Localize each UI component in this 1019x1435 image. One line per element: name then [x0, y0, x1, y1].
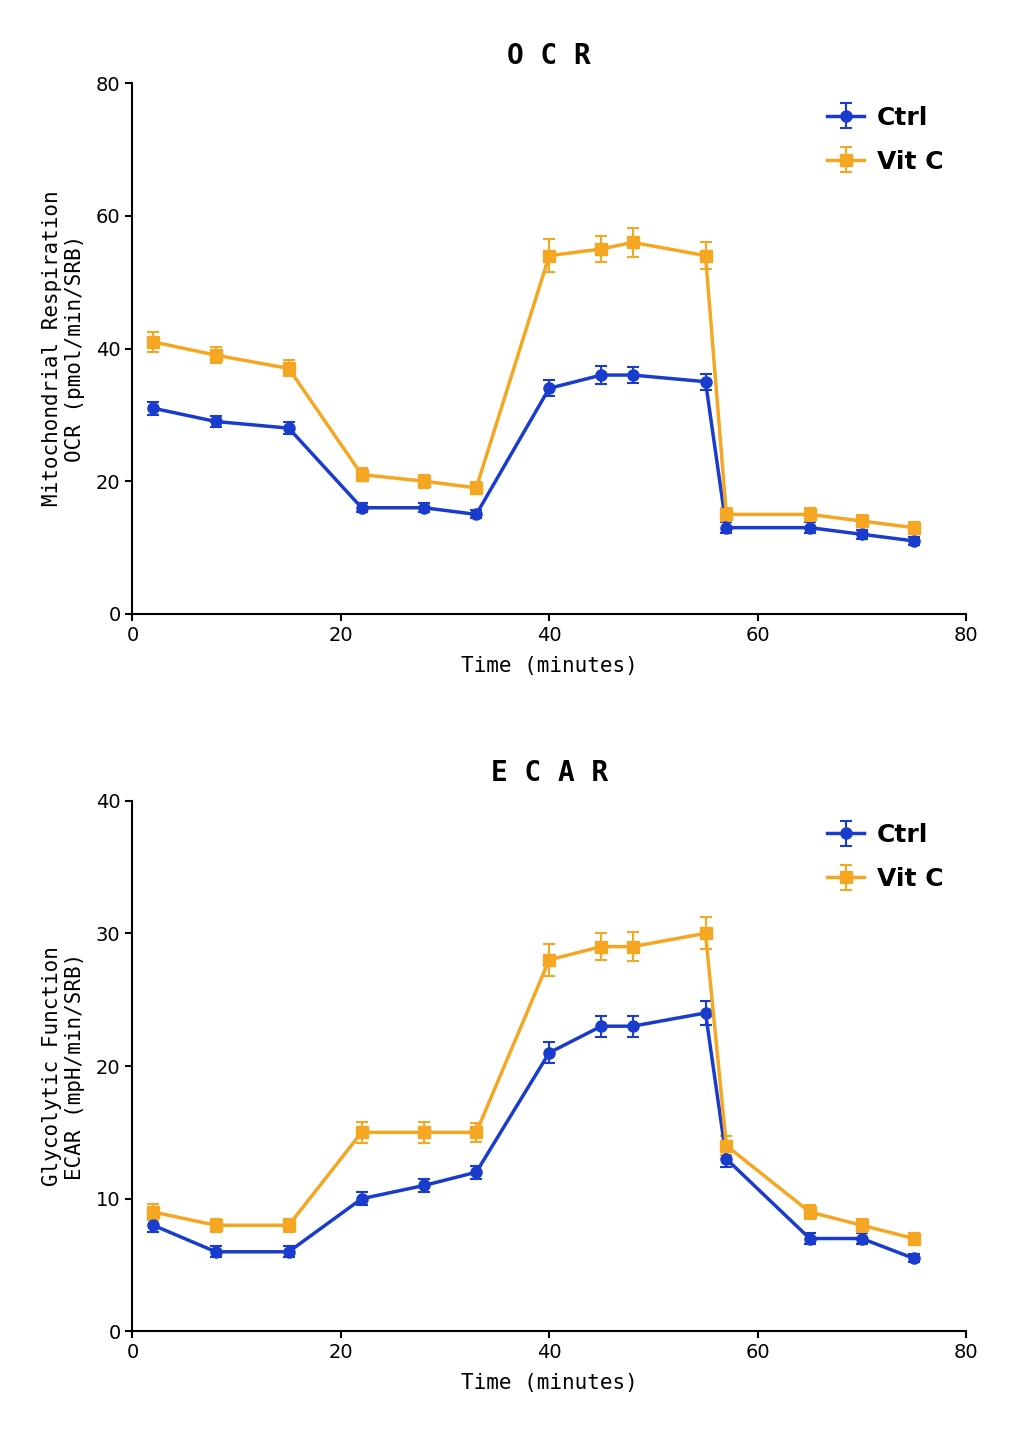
Legend: Ctrl, Vit C: Ctrl, Vit C [816, 814, 953, 901]
X-axis label: Time (minutes): Time (minutes) [461, 656, 637, 676]
Title: O C R: O C R [506, 42, 590, 70]
Title: E C A R: E C A R [490, 759, 607, 788]
Y-axis label: Glycolytic Function
ECAR (mpH/min/SRB): Glycolytic Function ECAR (mpH/min/SRB) [42, 946, 85, 1185]
Legend: Ctrl, Vit C: Ctrl, Vit C [816, 96, 953, 184]
Y-axis label: Mitochondrial Respiration
OCR (pmol/min/SRB): Mitochondrial Respiration OCR (pmol/min/… [42, 191, 85, 507]
X-axis label: Time (minutes): Time (minutes) [461, 1373, 637, 1393]
